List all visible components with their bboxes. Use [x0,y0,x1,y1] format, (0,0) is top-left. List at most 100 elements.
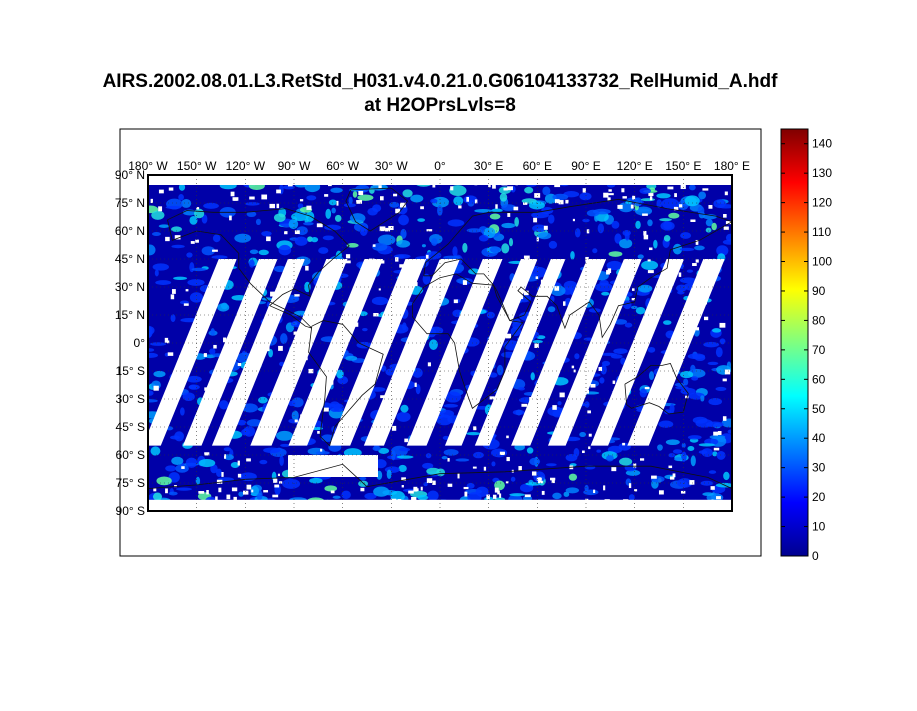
latitude-label: 15° S [116,364,145,378]
missing-pixel [150,198,153,204]
missing-pixel [723,214,727,218]
humidity-patch [658,420,674,428]
humidity-patch [568,473,578,481]
humidity-patch [517,387,525,391]
missing-pixel [550,477,556,481]
missing-pixel [276,189,281,194]
missing-pixel [218,487,222,493]
humidity-patch [638,284,653,293]
colorbar-tick-label: 20 [812,490,826,504]
humidity-patch [524,186,534,194]
missing-pixel [308,368,314,374]
missing-pixel [708,204,713,209]
coastline [148,463,732,489]
missing-pixel [294,294,300,297]
missing-pixel [652,391,657,396]
missing-pixel [483,466,487,471]
missing-pixel [534,343,539,348]
missing-pixel [628,483,632,489]
missing-pixel [722,416,727,421]
humidity-patch [689,184,696,191]
missing-pixel [420,206,424,210]
humidity-patch [680,232,692,239]
missing-pixel [183,303,189,306]
humidity-patch [431,238,438,246]
humidity-patch [216,468,222,477]
humidity-patch [466,431,481,436]
humidity-patch [273,265,287,273]
coastline [308,320,384,447]
humidity-patch [282,478,301,489]
missing-pixel [269,422,276,426]
missing-pixel [332,348,337,354]
missing-pixel [204,452,210,456]
missing-swath [590,259,685,446]
missing-pixel [404,438,409,443]
humidity-patch [610,354,623,359]
missing-pixel [293,331,297,335]
humidity-patch [519,483,534,493]
missing-pixel [518,466,522,471]
missing-pixel [420,486,423,491]
missing-pixel [554,286,560,291]
humidity-patch [606,455,614,462]
humidity-patch [716,450,726,460]
missing-swath [211,259,305,446]
colorbar-tick-label: 50 [812,402,826,416]
humidity-patch [705,227,712,233]
humidity-patch [614,319,628,325]
humidity-patch [391,450,396,461]
humidity-patch [380,365,387,372]
missing-pixel [647,270,654,274]
missing-pixel [378,185,382,189]
missing-pixel [554,183,561,188]
humidity-patch [624,322,633,328]
humidity-patch [427,490,439,501]
humidity-patch [150,446,161,456]
missing-pixel [473,426,477,431]
missing-pixel [426,478,433,484]
humidity-patch [151,210,165,220]
missing-pixel [261,194,268,200]
longitude-label: 90° E [571,159,600,173]
missing-pixel [598,366,603,371]
humidity-patch [378,447,390,454]
humidity-patch [623,300,632,310]
missing-pixel [633,463,637,468]
humidity-patch [698,191,707,200]
humidity-patch [349,213,366,224]
missing-pixel [266,236,271,242]
humidity-patch [444,391,462,403]
missing-pixel [233,197,238,201]
humidity-patch [155,280,172,285]
humidity-patch [586,209,600,217]
missing-pixel [523,290,529,296]
missing-pixel [204,387,208,391]
humidity-patch [417,218,426,222]
humidity-patch [596,449,601,453]
missing-pixel [670,476,675,480]
humidity-patch [212,234,221,243]
title-line-1: AIRS.2002.08.01.L3.RetStd_H031.v4.0.21.0… [102,71,778,92]
colorbar-tick-label: 120 [812,196,832,210]
colorbar-tick-label: 90 [812,284,826,298]
missing-pixel [630,204,634,209]
missing-pixel [356,299,362,303]
humidity-patch [686,269,694,273]
missing-pixel [427,362,431,367]
humidity-patch [679,277,697,284]
humidity-patch [579,192,592,201]
humidity-patch [324,485,338,492]
colorbar-tick-label: 70 [812,343,826,357]
humidity-patch [343,203,356,208]
latitude-labels: 90° N 75° N 60° N 45° N 30° N 15° N 0° 15° S 30°… [115,168,145,518]
humidity-patch [292,321,298,326]
missing-pixel [356,200,363,204]
missing-pixel [494,487,499,493]
missing-pixel [166,340,170,344]
missing-pixel [523,255,530,261]
missing-pixel [585,389,590,394]
humidity-patch [372,242,388,251]
missing-pixel [246,484,252,490]
graticule [148,175,732,511]
